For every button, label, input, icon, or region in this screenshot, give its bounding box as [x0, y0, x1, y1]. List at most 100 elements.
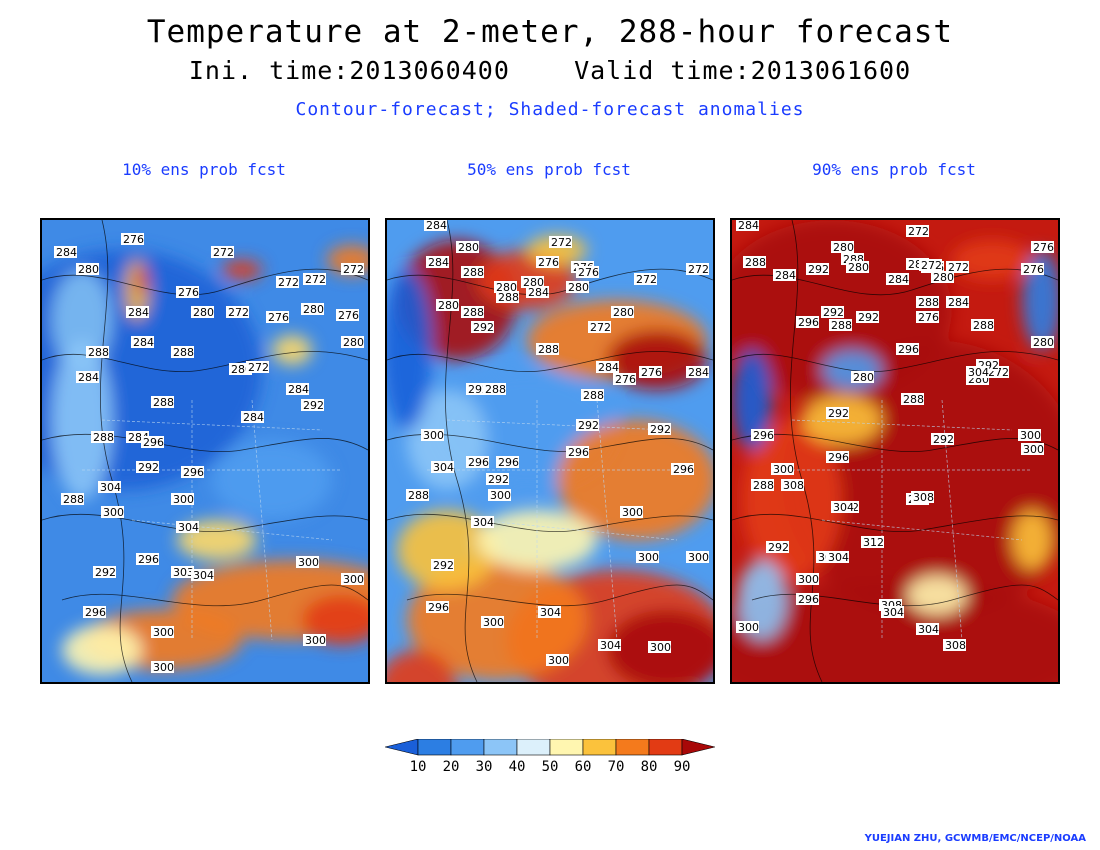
contour-label-box [943, 639, 966, 651]
contour-label-box [426, 601, 449, 613]
contour-label: 303 [173, 566, 194, 579]
contour-label: 296 [183, 466, 204, 479]
contour-label-box [911, 491, 934, 503]
contour-label-box [303, 634, 326, 646]
contour-label-box [1021, 443, 1044, 455]
contour-label-box [86, 346, 109, 358]
contour-label: 276 [268, 311, 289, 324]
contour-label-box [151, 661, 174, 673]
contour-label-box [916, 623, 939, 635]
shading-blob [397, 510, 497, 590]
colorbar-tick-label: 50 [542, 759, 559, 775]
contour-label-box [296, 556, 319, 568]
boundary-line [821, 519, 1023, 541]
contour-label-box [598, 639, 621, 651]
contour-label: 300 [773, 463, 794, 476]
contour-label-box [736, 220, 759, 231]
contour-label-box [686, 366, 709, 378]
shading-blob [136, 266, 148, 294]
contour-label: 292 [858, 311, 879, 324]
contour-line [406, 584, 713, 607]
contour-label-box [648, 641, 671, 653]
contour-label-layer: 2842722802882842922882802762802802762722… [736, 220, 1054, 652]
shading-blob [802, 395, 882, 445]
contour-label: 304 [433, 461, 454, 474]
contour-label: 284 [128, 306, 149, 319]
contour-label: 280 [496, 281, 517, 294]
contour-label-box [896, 343, 919, 355]
contour-label: 276 [615, 373, 636, 386]
contour-line [42, 513, 368, 532]
contour-line [444, 220, 478, 682]
contour-label: 300 [483, 616, 504, 629]
contour-label: 304 [540, 606, 561, 619]
contour-label: 292 [433, 559, 454, 572]
contour-label: 300 [305, 634, 326, 647]
contour-label-box [131, 336, 154, 348]
contour-label-box [851, 371, 874, 383]
contour-label: 300 [343, 573, 364, 586]
contour-label-box [546, 654, 569, 666]
map-title: Temperature at 2-meter, 288-hour forecas… [146, 14, 954, 50]
contour-label-box [751, 479, 774, 491]
contour-label: 280 [193, 306, 214, 319]
colorbar-segment [385, 739, 419, 756]
contour-label: 272 [551, 236, 572, 249]
colorbar-segment [648, 739, 683, 756]
contour-label: 288 [903, 393, 924, 406]
contour-label: 300 [1023, 443, 1044, 456]
contour-label: 300 [738, 621, 759, 634]
contour-label: 288 [485, 383, 506, 396]
contour-label-box [916, 296, 939, 308]
contour-label: 296 [568, 446, 589, 459]
contour-label: 284 [598, 361, 619, 374]
contour-label: 292 [933, 433, 954, 446]
contour-label: 280 [933, 271, 954, 284]
contour-label-box [521, 276, 544, 288]
colorbar-segment [681, 739, 715, 756]
contour-label: 304 [968, 366, 989, 379]
contour-label-box [536, 343, 559, 355]
contour-label: 288 [153, 396, 174, 409]
contour-label-box [171, 493, 194, 505]
contour-label: 288 [408, 489, 429, 502]
contour-label-box [83, 606, 106, 618]
shading-blob [222, 260, 262, 280]
contour-label-box [766, 541, 789, 553]
contour-label: 304 [100, 481, 121, 494]
contour-label: 296 [753, 429, 774, 442]
contour-label-box [773, 269, 796, 281]
colorbar-tick-label: 60 [575, 759, 592, 775]
contour-label-box [639, 366, 662, 378]
contour-line [99, 220, 133, 682]
shading-blob [212, 440, 332, 520]
contour-label: 300 [153, 661, 174, 674]
contour-label: 292 [828, 407, 849, 420]
contour-label: 288 [463, 306, 484, 319]
contour-label: 280 [438, 299, 459, 312]
contour-label-box [826, 407, 849, 419]
contour-label: 276 [1023, 263, 1044, 276]
contour-label-box [494, 281, 517, 293]
shading-blob [737, 560, 787, 640]
contour-label-box [341, 573, 364, 585]
contour-label: 280 [613, 306, 634, 319]
contour-label: 288 [88, 346, 109, 359]
contour-label: 292 [808, 263, 829, 276]
contour-label-box [471, 516, 494, 528]
contour-label-box [796, 593, 819, 605]
contour-label: 296 [798, 593, 819, 606]
shading-blob [732, 350, 772, 450]
contour-label: 296 [898, 343, 919, 356]
contour-label: 276 [641, 366, 662, 379]
colorbar-tick-label: 90 [674, 759, 691, 775]
contour-label: 288 [463, 266, 484, 279]
contour-label-box [436, 299, 459, 311]
contour-label-box [831, 501, 854, 513]
colorbar-segment [549, 739, 584, 756]
contour-label: 292 [303, 399, 324, 412]
map-canvas: 2842722802882842922882802762802802762722… [732, 220, 1058, 682]
contour-label: 296 [468, 456, 489, 469]
contour-label-box [481, 616, 504, 628]
